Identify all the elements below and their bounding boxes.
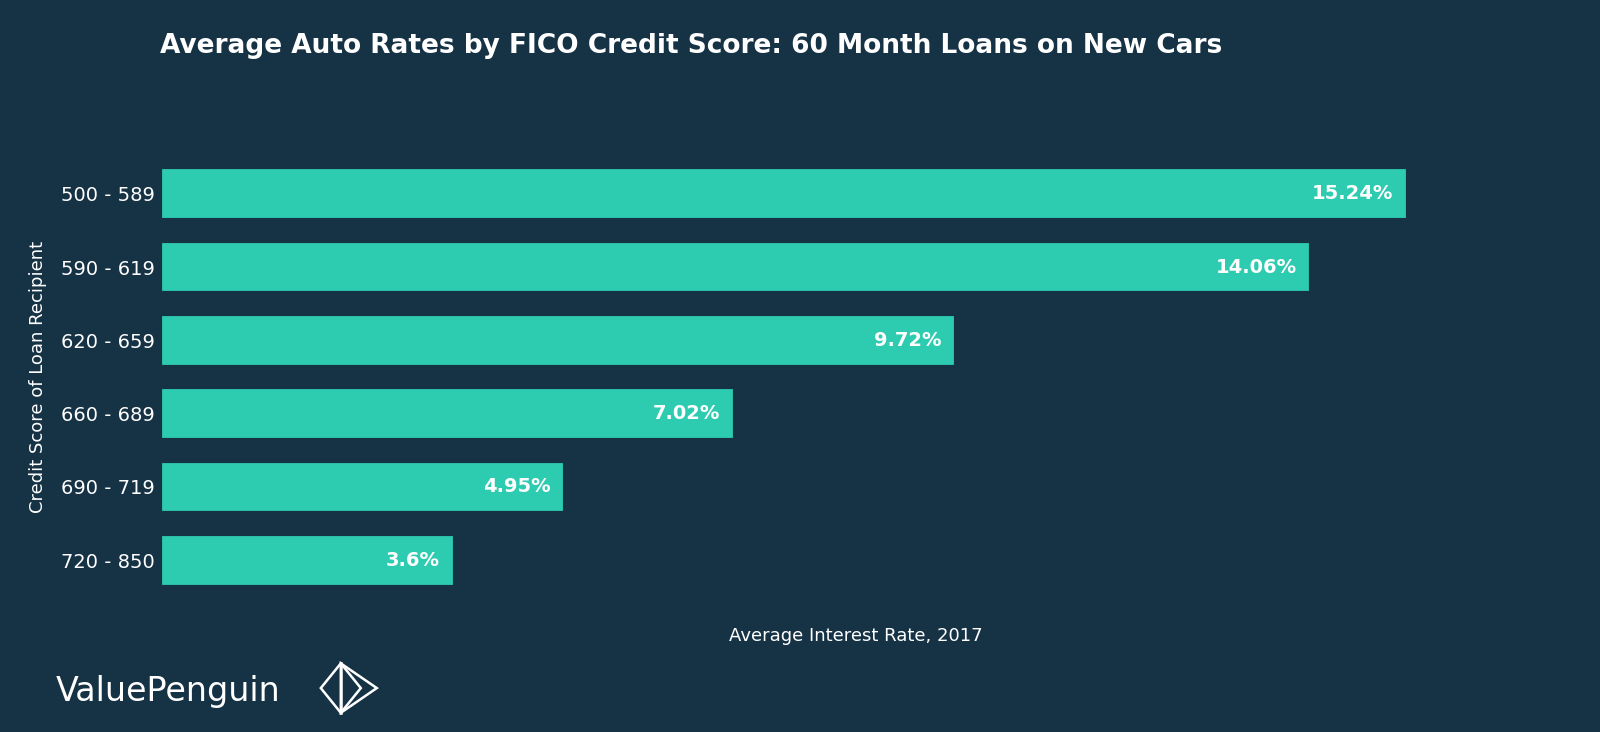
Text: 9.72%: 9.72% <box>874 331 941 350</box>
Y-axis label: Credit Score of Loan Recipient: Credit Score of Loan Recipient <box>29 241 48 513</box>
Bar <box>160 534 454 586</box>
Text: 3.6%: 3.6% <box>386 550 440 569</box>
Bar <box>160 241 1312 294</box>
Bar <box>160 314 955 367</box>
Text: 4.95%: 4.95% <box>483 477 550 496</box>
X-axis label: Average Interest Rate, 2017: Average Interest Rate, 2017 <box>730 627 982 645</box>
Text: ValuePenguin: ValuePenguin <box>56 675 280 709</box>
Bar <box>160 168 1408 220</box>
Bar <box>160 460 565 513</box>
Text: Average Auto Rates by FICO Credit Score: 60 Month Loans on New Cars: Average Auto Rates by FICO Credit Score:… <box>160 33 1222 59</box>
Text: 7.02%: 7.02% <box>653 404 720 423</box>
Text: 14.06%: 14.06% <box>1216 258 1296 277</box>
Bar <box>160 387 734 440</box>
Text: 15.24%: 15.24% <box>1312 184 1394 203</box>
